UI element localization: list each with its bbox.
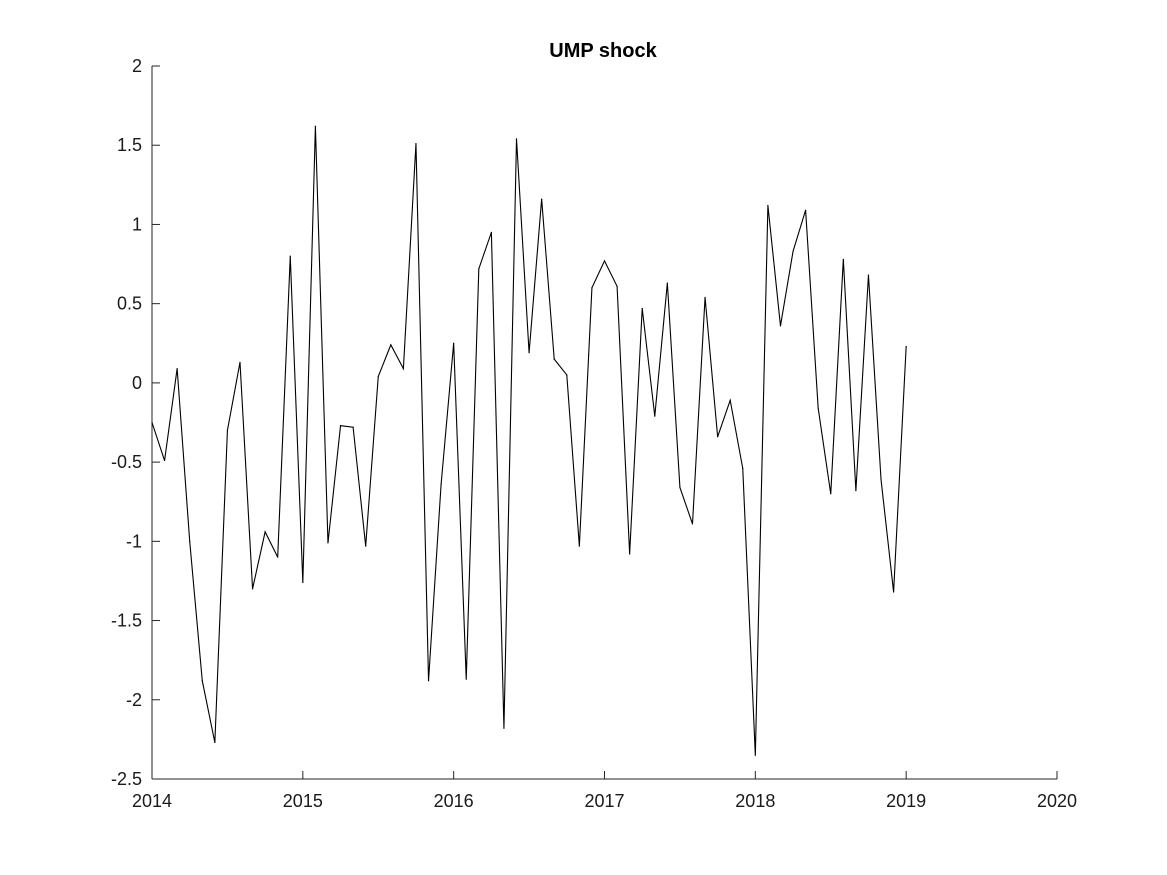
data-point <box>528 352 530 354</box>
data-point <box>415 143 417 145</box>
data-point <box>365 545 367 547</box>
data-point <box>616 285 618 287</box>
data-point <box>792 250 794 252</box>
data-point <box>515 138 518 140</box>
data-point <box>327 542 329 544</box>
data-point <box>591 287 593 289</box>
data-point <box>314 125 317 127</box>
data-point <box>390 344 392 346</box>
y-tick-label: 0.5 <box>117 294 142 314</box>
y-tick-label: 0 <box>132 373 142 393</box>
data-point <box>779 325 782 327</box>
data-point <box>666 282 668 284</box>
x-tick-label: 2015 <box>283 791 323 811</box>
data-point <box>578 545 580 547</box>
data-point <box>352 426 354 428</box>
data-point <box>679 486 681 489</box>
data-point <box>189 540 191 542</box>
y-tick-label: -2.5 <box>111 769 142 789</box>
data-point <box>767 204 769 207</box>
data-point <box>339 425 342 427</box>
data-point <box>654 415 656 417</box>
y-tick-label: 1 <box>132 214 142 234</box>
data-point <box>201 680 203 682</box>
data-point <box>277 556 279 558</box>
data-point <box>867 274 870 276</box>
data-point <box>880 478 882 481</box>
data-point <box>239 361 241 363</box>
data-point <box>905 345 907 348</box>
data-point <box>503 727 505 729</box>
data-point <box>302 581 304 584</box>
data-point <box>830 493 832 495</box>
data-point <box>641 307 643 310</box>
x-tick-label: 2014 <box>132 791 172 811</box>
data-point <box>427 680 430 682</box>
data-point <box>566 374 568 376</box>
data-point <box>151 421 153 424</box>
data-point <box>289 255 291 257</box>
data-point <box>805 209 807 211</box>
data-point <box>717 436 719 438</box>
x-tick-label: 2018 <box>735 791 775 811</box>
data-point <box>541 198 543 200</box>
data-point <box>440 483 442 485</box>
data-point <box>892 591 895 593</box>
y-tick-label: -1.5 <box>111 611 142 631</box>
data-point <box>490 231 492 233</box>
data-point <box>163 459 166 462</box>
data-point <box>629 553 631 555</box>
plot-area <box>151 125 907 756</box>
data-point <box>478 268 480 270</box>
data-point <box>842 258 844 260</box>
data-point <box>214 741 216 744</box>
data-point <box>603 260 606 262</box>
data-point <box>817 407 819 409</box>
x-tick-label: 2019 <box>886 791 926 811</box>
data-point <box>704 296 706 298</box>
axes: -2.5 -2 -1.5 -1 -0.5 0 0.5 1 1.5 2 2014 2015 2016 201… <box>111 56 1077 811</box>
data-point <box>402 368 404 370</box>
data-point <box>251 588 254 590</box>
data-point <box>855 490 857 492</box>
data-point <box>754 754 756 756</box>
data-point <box>729 399 731 401</box>
y-tick-label: -2 <box>126 690 142 710</box>
data-point <box>691 523 694 525</box>
data-point <box>453 342 455 344</box>
data-point <box>264 531 266 533</box>
y-tick-label: -1 <box>126 531 142 551</box>
x-tick-label: 2020 <box>1037 791 1077 811</box>
y-tick-label: -0.5 <box>111 452 142 472</box>
x-tick-label: 2017 <box>584 791 624 811</box>
y-tick-label: 1.5 <box>117 135 142 155</box>
series-line <box>151 126 907 756</box>
data-point <box>553 358 555 360</box>
data-point <box>742 467 744 470</box>
data-point <box>377 375 379 378</box>
data-point <box>465 678 467 680</box>
x-tick-label: 2016 <box>434 791 474 811</box>
y-tick-label: 2 <box>132 56 142 76</box>
data-point <box>226 429 229 432</box>
data-point <box>176 368 178 370</box>
chart-title: UMP shock <box>549 40 657 62</box>
